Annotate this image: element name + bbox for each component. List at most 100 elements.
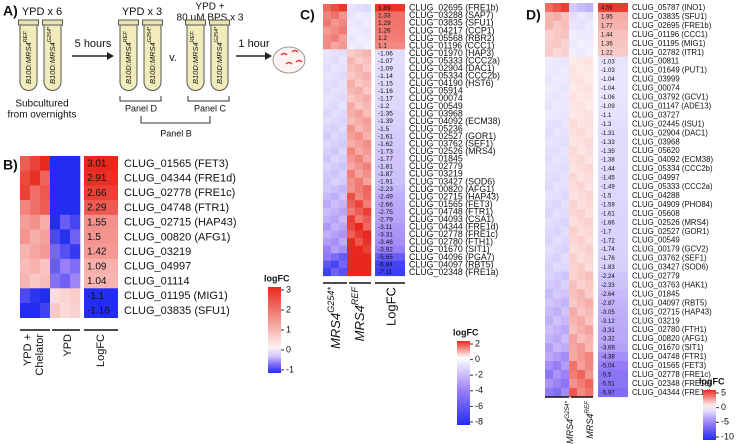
heat-cell <box>569 289 578 299</box>
logfc-cell <box>598 83 628 93</box>
heat-cell <box>355 268 364 277</box>
heat-cell <box>585 369 594 380</box>
heat-cell <box>323 230 332 239</box>
heat-cell <box>561 307 570 317</box>
heat-cell <box>355 94 364 103</box>
heat-cell <box>577 11 586 22</box>
heat-cell <box>60 156 71 171</box>
gene-label: CLUG_02526 (MRS4) <box>409 146 496 156</box>
logfc-cell <box>375 102 405 110</box>
heat-cell <box>569 47 578 57</box>
heat-cell <box>553 361 562 371</box>
heat-cell <box>585 3 594 13</box>
heat-cell <box>20 244 31 260</box>
logfc-cell <box>375 79 405 88</box>
heat-cell <box>347 147 356 156</box>
logfc-label: -1.15 <box>378 80 393 87</box>
heat-cell <box>50 303 61 318</box>
logfc-cell <box>375 170 405 178</box>
heat-cell <box>585 352 594 362</box>
heat-cell <box>561 11 570 22</box>
heat-cell <box>323 4 332 12</box>
heat-cell <box>70 156 81 171</box>
logfc-label: -1.91 <box>378 179 393 186</box>
heat-cell <box>577 378 586 389</box>
heat-cell <box>363 26 372 35</box>
heat-cell <box>339 64 348 73</box>
logfc-cell <box>375 268 405 277</box>
logfc-label: -2.49 <box>378 194 393 201</box>
panel-label: D) <box>526 7 541 23</box>
logfc-cell <box>598 325 628 335</box>
logfc-label: 1.04 <box>87 276 107 287</box>
heat-cell <box>545 208 554 219</box>
heat-cell <box>577 343 586 353</box>
heat-cell <box>363 215 372 224</box>
heat-cell <box>50 229 61 245</box>
heat-cell <box>577 137 586 147</box>
heat-cell <box>577 280 586 290</box>
heat-cell <box>331 245 340 254</box>
heat-cell <box>569 182 578 192</box>
heat-cell <box>50 258 61 274</box>
heat-cell <box>553 369 562 380</box>
heat-cell <box>323 87 332 95</box>
logfc-cell <box>375 200 405 209</box>
heat-cell <box>561 298 570 308</box>
heat-cell <box>339 11 348 20</box>
heat-cell <box>585 190 594 201</box>
logfc-label: 1.22 <box>601 50 613 56</box>
logfc-cell <box>84 170 118 186</box>
logfc-cell <box>84 185 118 201</box>
heat-cell <box>569 92 578 102</box>
heat-cell <box>585 182 594 192</box>
heat-cell <box>561 280 570 290</box>
heat-cell <box>355 215 364 224</box>
heat-cell <box>545 378 554 389</box>
gene-label: CLUG_05787 (INO1) <box>632 3 706 12</box>
legend-tick-label: 2 <box>286 304 291 314</box>
heat-cell <box>339 230 348 239</box>
heat-cell <box>363 185 372 194</box>
heat-cell <box>339 49 348 58</box>
heat-cell <box>50 185 61 201</box>
heat-cell <box>339 200 348 209</box>
heat-cell <box>355 177 364 186</box>
heat-cell <box>545 155 554 165</box>
heat-cell <box>363 49 372 58</box>
heat-cell <box>585 11 594 22</box>
logfc-cell <box>598 65 628 75</box>
heat-cell <box>355 192 364 201</box>
cells <box>295 59 303 63</box>
heat-cell <box>585 137 594 147</box>
heat-cell <box>347 124 356 133</box>
heat-cell <box>331 192 340 201</box>
logfc-label: -1.03 <box>601 68 615 74</box>
gene-label: CLUG_04092 (ECM38) <box>409 116 501 126</box>
heat-cell <box>355 222 364 231</box>
heat-cell <box>561 182 570 192</box>
heat-cell <box>70 303 81 318</box>
heat-cell <box>553 20 562 31</box>
heat-cell <box>577 307 586 317</box>
heat-cell <box>363 253 372 261</box>
heat-cell <box>561 20 570 31</box>
heat-cell <box>577 164 586 174</box>
logfc-cell <box>598 298 628 308</box>
logfc-cell <box>598 119 628 129</box>
heat-cell <box>553 226 562 236</box>
heat-cell <box>355 11 364 20</box>
heat-cell <box>561 146 570 156</box>
tube-cap <box>18 19 39 26</box>
logfc-cell <box>375 34 405 43</box>
heat-cell <box>585 361 594 371</box>
heat-cell <box>339 139 348 148</box>
gene-label: CLUG_01845 <box>632 289 680 298</box>
column-label: Chelator <box>34 334 46 376</box>
heat-cell <box>355 230 364 239</box>
heat-cell <box>40 200 51 216</box>
heat-cell <box>561 387 570 398</box>
logfc-cell <box>598 387 628 398</box>
column-gene: MRS4 <box>328 313 343 349</box>
